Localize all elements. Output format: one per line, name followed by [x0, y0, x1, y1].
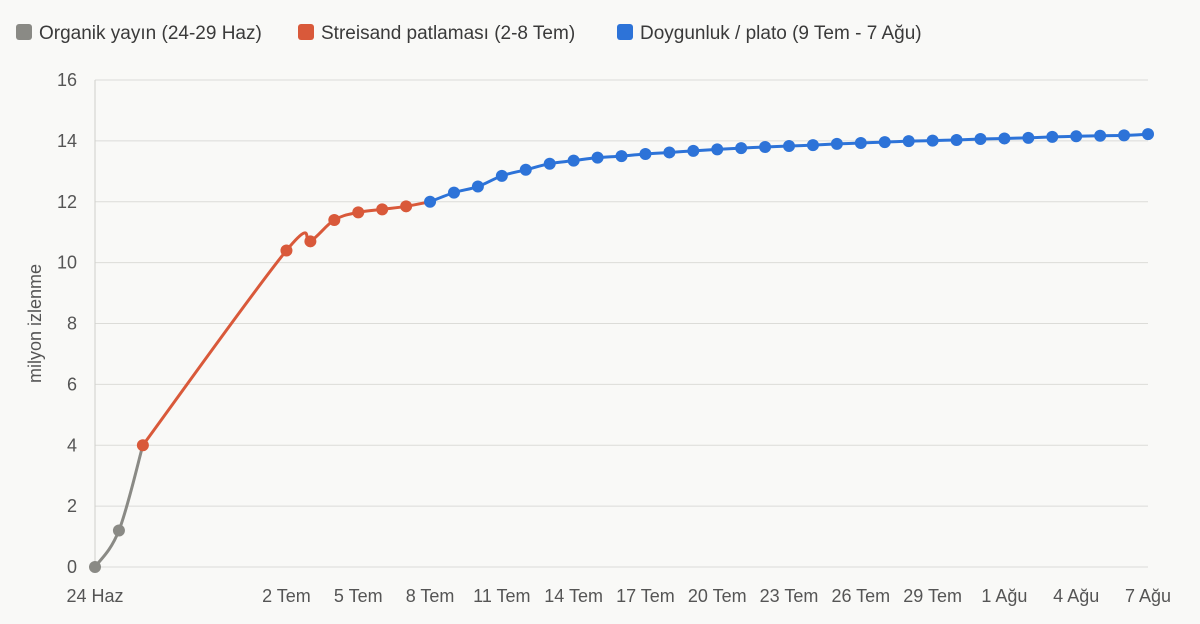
x-tick-label: 11 Tem	[473, 586, 530, 606]
data-point	[830, 137, 843, 150]
data-point	[136, 439, 149, 452]
x-tick-label: 4 Ağu	[1053, 586, 1099, 606]
legend-item: Streisand patlaması (2-8 Tem)	[298, 23, 575, 44]
data-point	[783, 140, 796, 153]
y-axis-ticks: 0 2 4 6 8 10 12 14 16	[57, 70, 77, 577]
x-tick-label: 29 Tem	[903, 586, 962, 606]
legend-item: Doygunluk / plato (9 Tem - 7 Ağu)	[617, 23, 922, 44]
data-point	[1046, 130, 1059, 143]
data-point	[495, 169, 508, 182]
data-point	[1094, 129, 1107, 142]
data-point	[735, 142, 748, 155]
legend-item: Organik yayın (24-29 Haz)	[16, 23, 262, 44]
y-tick-label: 10	[57, 253, 77, 273]
data-point	[854, 137, 867, 150]
data-point	[1142, 128, 1154, 141]
data-point	[304, 235, 317, 248]
data-point	[711, 143, 724, 156]
x-tick-label: 23 Tem	[760, 586, 819, 606]
data-point	[974, 133, 987, 146]
legend-label: Streisand patlaması (2-8 Tem)	[321, 23, 575, 44]
data-point	[112, 524, 125, 537]
y-tick-label: 2	[67, 496, 77, 516]
data-point	[950, 133, 963, 146]
legend-swatch	[16, 24, 32, 40]
y-tick-label: 8	[67, 314, 77, 334]
data-point	[878, 136, 891, 149]
data-point	[663, 146, 676, 159]
data-point	[89, 561, 101, 573]
data-point	[615, 150, 628, 163]
data-point	[926, 134, 939, 147]
y-tick-label: 6	[67, 374, 77, 394]
x-tick-label: 14 Tem	[544, 586, 603, 606]
y-tick-label: 4	[67, 435, 77, 455]
data-point	[687, 144, 700, 157]
x-tick-label: 20 Tem	[688, 586, 747, 606]
x-tick-label: 7 Ağu	[1125, 586, 1171, 606]
y-tick-label: 16	[57, 70, 77, 90]
data-point	[1118, 129, 1131, 142]
data-point	[759, 140, 772, 153]
data-point	[902, 135, 915, 148]
y-tick-label: 12	[57, 192, 77, 212]
x-tick-label: 8 Tem	[406, 586, 455, 606]
gridlines	[94, 79, 1148, 568]
y-tick-label: 0	[67, 557, 77, 577]
data-point	[567, 154, 580, 167]
data-point	[400, 200, 413, 213]
series-layer	[89, 128, 1154, 573]
x-tick-label: 2 Tem	[262, 586, 311, 606]
data-point	[471, 180, 484, 193]
data-point	[352, 206, 365, 219]
legend: Organik yayın (24-29 Haz) Streisand patla…	[16, 23, 922, 44]
x-tick-label: 24 Haz	[66, 586, 123, 606]
data-point	[806, 139, 819, 152]
x-tick-label: 26 Tem	[831, 586, 890, 606]
data-point	[519, 163, 532, 176]
legend-label: Doygunluk / plato (9 Tem - 7 Ağu)	[640, 23, 922, 44]
x-axis-ticks: 24 Haz 2 Tem 5 Tem 8 Tem 11 Tem 14 Tem 17 Tem 2…	[66, 586, 1171, 606]
x-tick-label: 17 Tem	[616, 586, 675, 606]
y-tick-label: 14	[57, 131, 77, 151]
data-point	[1022, 131, 1035, 144]
legend-swatch	[617, 24, 633, 40]
data-point	[424, 195, 437, 208]
x-tick-label: 5 Tem	[334, 586, 383, 606]
data-point	[447, 186, 460, 199]
y-axis-title: milyon izlenme	[25, 264, 45, 383]
data-point	[376, 203, 389, 216]
legend-label: Organik yayın (24-29 Haz)	[39, 23, 262, 44]
data-point	[1070, 130, 1083, 143]
data-point	[998, 132, 1011, 145]
data-point	[280, 244, 293, 257]
x-tick-label: 1 Ağu	[981, 586, 1027, 606]
data-point	[591, 151, 604, 164]
data-point	[328, 214, 341, 227]
data-point	[543, 157, 556, 170]
legend-swatch	[298, 24, 314, 40]
data-point	[639, 147, 652, 160]
